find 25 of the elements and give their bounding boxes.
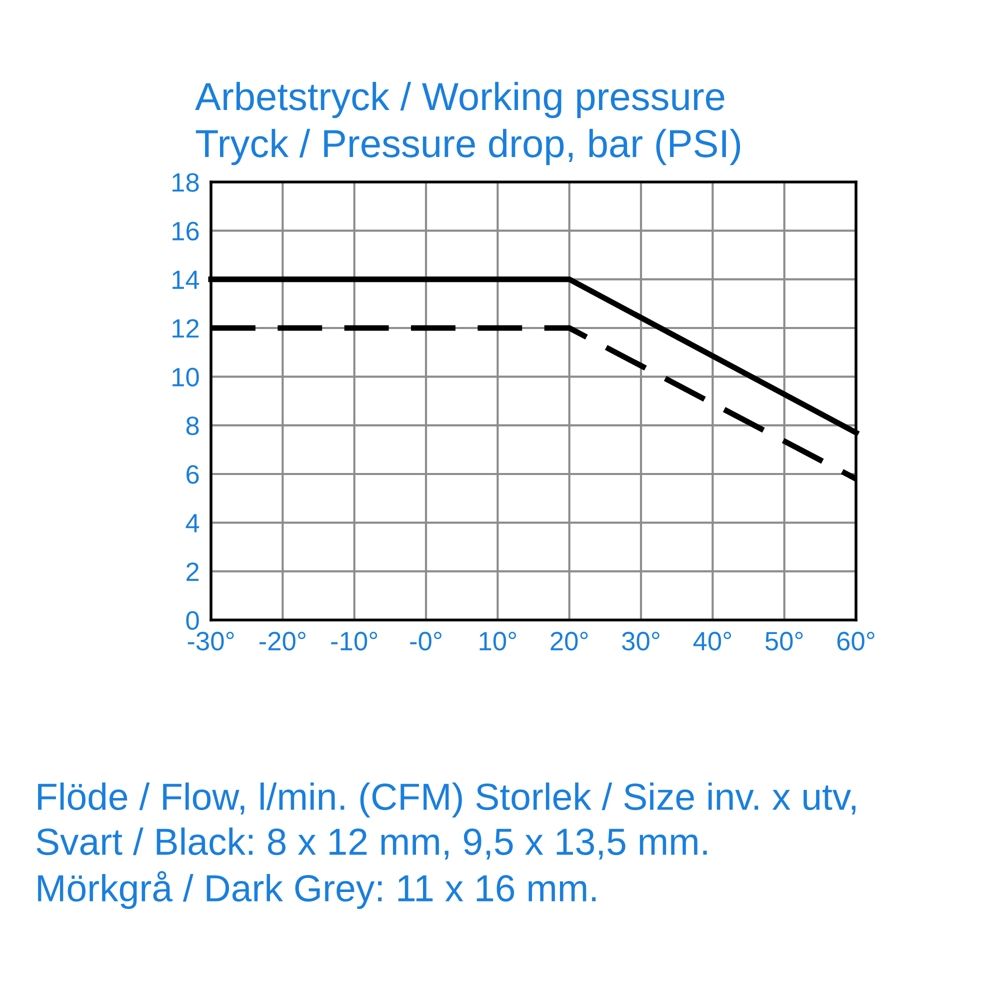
y-tick-label: 16 [172, 222, 199, 240]
x-tick-label: 40° [693, 632, 732, 650]
x-tick-label: 60° [837, 632, 874, 650]
y-tick-label: 0 [186, 611, 199, 630]
chart-subtitle: Tryck / Pressure drop, bar (PSI) [196, 128, 740, 166]
y-tick-label: 4 [186, 514, 200, 532]
y-tick-label: 18 [172, 173, 199, 192]
text: Mörkgrå / Dark Grey: 11 x 16 mm. [38, 870, 596, 910]
y-tick-label: 10 [172, 368, 199, 386]
x-tick-label: -10° [331, 632, 378, 650]
text: Svart / Black: 8 x 12 mm, 9,5 x 13,5 mm. [36, 828, 707, 860]
chart-title: Arbetstryck / Working pressure [195, 82, 724, 118]
y-tick-label: 14 [172, 270, 200, 289]
x-tick-label: -0° [410, 632, 442, 650]
x-tick-label: 10° [480, 632, 516, 650]
y-tick-label: 6 [186, 465, 199, 484]
text: Flöde / Flow, l/min. (CFM) Storlek / Size inv. x utv, [38, 782, 856, 818]
x-tick-label: 20° [550, 632, 588, 650]
y-tick-label: 12 [172, 319, 199, 338]
x-tick-label: 30° [622, 632, 660, 650]
x-tick-label: -20° [259, 632, 306, 650]
x-tick-label: 50° [765, 632, 803, 650]
x-tick-label: -30° [188, 632, 234, 650]
y-tick-label: 2 [186, 562, 199, 581]
y-tick-label: 8 [186, 416, 199, 436]
